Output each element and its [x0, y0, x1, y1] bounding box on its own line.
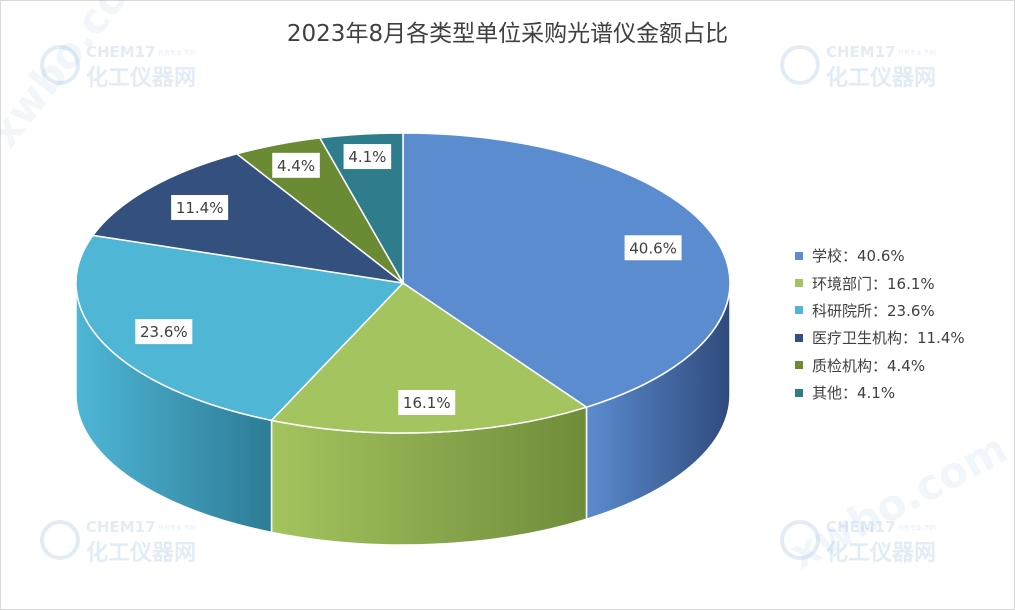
- svg-text:化工仪器网: 化工仪器网: [826, 65, 936, 91]
- svg-text:CHEM17: CHEM17: [826, 43, 896, 61]
- slice-1-label: 16.1%: [398, 390, 456, 415]
- svg-text:11.4%: 11.4%: [176, 199, 224, 217]
- svg-text:40.6%: 40.6%: [629, 239, 677, 257]
- chart-legend: 学校：40.6% 环境部门：16.1% 科研院所：23.6% 医疗卫生机构：11.4%…: [795, 242, 965, 406]
- watermark-logo: CHEM17 化工仪器网 只有专业 不同: [40, 43, 196, 91]
- slice-5-top: [318, 132, 404, 286]
- slice-3-label: 11.4%: [171, 195, 229, 221]
- data-labels: 40.6% 16.1% 23.6% 11.4% 4.4% 4.1%: [135, 144, 682, 415]
- legend-item-2: 科研院所：23.6%: [795, 297, 965, 324]
- svg-text:CHEM17: CHEM17: [86, 518, 156, 536]
- slice-5-label: 4.1%: [343, 144, 392, 170]
- legend-item-0: 学校：40.6%: [795, 242, 965, 269]
- legend-label: 学校：40.6%: [812, 247, 905, 266]
- slice-3-top: [91, 152, 406, 285]
- chart-title: 2023年8月各类型单位采购光谱仪金额占比: [286, 21, 729, 47]
- legend-label: 质检机构：4.4%: [812, 356, 926, 375]
- watermark-logo: CHEM17 化工仪器网 只有专业 不同: [780, 518, 936, 566]
- svg-text:化工仪器网: 化工仪器网: [826, 540, 936, 566]
- legend-swatch: [795, 279, 803, 288]
- legend-item-4: 质检机构：4.4%: [795, 352, 965, 379]
- legend-item-1: 环境部门：16.1%: [795, 269, 965, 296]
- svg-text:只有专业 不同: 只有专业 不同: [158, 49, 196, 57]
- legend-swatch: [795, 388, 803, 397]
- legend-label: 其他：4.1%: [812, 384, 896, 403]
- legend-label: 科研院所：23.6%: [812, 301, 935, 320]
- svg-text:化工仪器网: 化工仪器网: [86, 540, 196, 566]
- svg-text:16.1%: 16.1%: [403, 394, 451, 412]
- svg-text:只有专业 不同: 只有专业 不同: [898, 524, 936, 532]
- watermark-logo: CHEM17 化工仪器网 只有专业 不同: [40, 518, 196, 566]
- pie-slices: [75, 132, 731, 434]
- slice-2-label: 23.6%: [135, 319, 193, 345]
- slice-4-label: 4.4%: [272, 152, 320, 178]
- svg-text:CHEM17: CHEM17: [86, 43, 156, 61]
- legend-label: 环境部门：16.1%: [812, 274, 935, 293]
- slice-2-top: [75, 234, 405, 422]
- legend-item-3: 医疗卫生机构：11.4%: [795, 324, 965, 351]
- svg-text:只有专业 不同: 只有专业 不同: [898, 49, 936, 57]
- svg-text:只有专业 不同: 只有专业 不同: [158, 524, 196, 532]
- legend-label: 医疗卫生机构：11.4%: [812, 329, 965, 348]
- slice-0-label: 40.6%: [624, 235, 682, 261]
- legend-swatch: [795, 361, 803, 370]
- legend-swatch: [795, 306, 803, 315]
- svg-text:化工仪器网: 化工仪器网: [86, 65, 196, 91]
- legend-swatch: [795, 333, 803, 342]
- legend-swatch: [795, 251, 803, 260]
- svg-text:23.6%: 23.6%: [140, 323, 188, 341]
- svg-text:CHEM17: CHEM17: [826, 518, 896, 536]
- svg-text:4.4%: 4.4%: [277, 157, 315, 175]
- watermark-logo: CHEM17 化工仪器网 只有专业 不同: [780, 43, 936, 91]
- pie-sides: [75, 282, 731, 546]
- slice-0-top: [402, 132, 731, 408]
- slice-1-top: [270, 282, 589, 434]
- svg-text:4.1%: 4.1%: [348, 148, 386, 166]
- legend-item-5: 其他：4.1%: [795, 379, 965, 406]
